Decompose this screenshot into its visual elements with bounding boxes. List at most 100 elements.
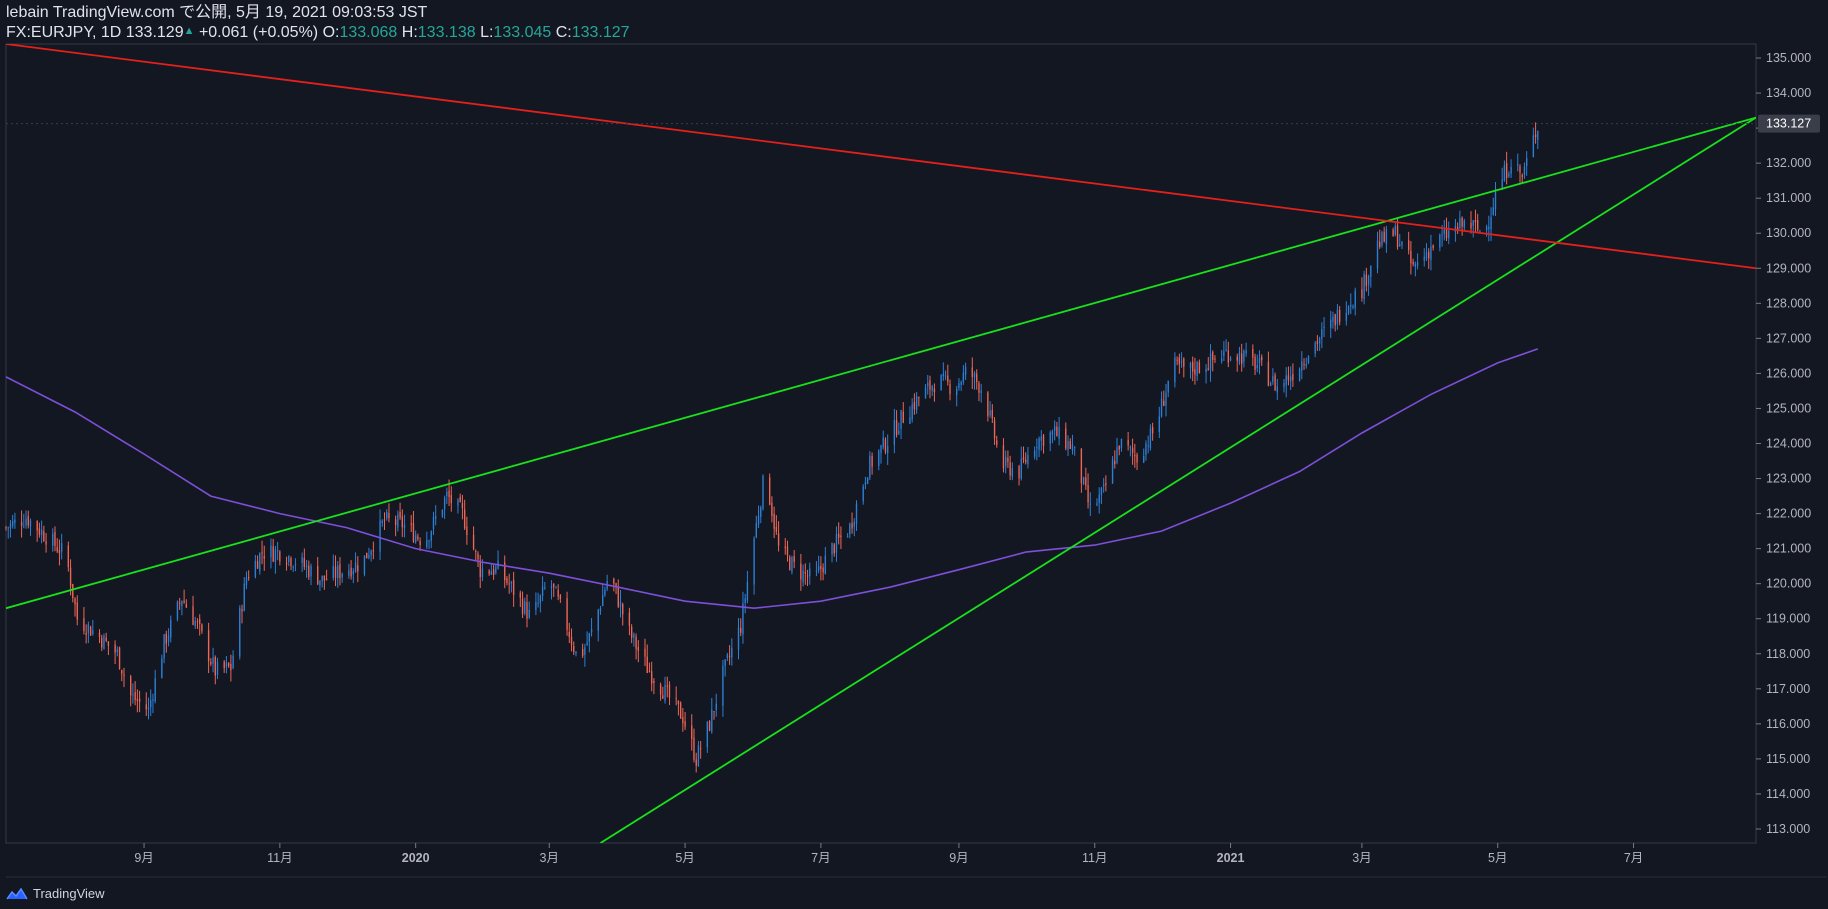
candle-body [1111, 459, 1114, 484]
candle-body [76, 602, 78, 620]
candle-body [401, 516, 404, 528]
x-tick-label: 2020 [402, 851, 430, 865]
candle-body [1004, 456, 1007, 467]
candle-body [1534, 134, 1537, 138]
candle-body [646, 656, 648, 673]
candle-body [365, 552, 368, 559]
candle-body [846, 536, 849, 538]
candle-body [477, 553, 479, 560]
candle-body [1492, 207, 1494, 215]
candle-body [653, 681, 655, 683]
y-tick-label: 127.000 [1766, 331, 1811, 345]
candle-body [762, 475, 764, 509]
candle-body [310, 566, 312, 577]
candle-body [323, 575, 326, 581]
candle-body [602, 595, 604, 607]
candle-body [637, 647, 640, 651]
candle-body [1056, 426, 1058, 437]
candle-body [196, 621, 199, 623]
candle-body [225, 662, 228, 667]
candle-body [1323, 326, 1325, 328]
x-tick-label: 2021 [1217, 851, 1245, 865]
candle-body [662, 695, 664, 699]
candle-body [1011, 468, 1014, 477]
candle-body [1289, 376, 1292, 382]
candle-body [1267, 361, 1270, 386]
candle-body [339, 564, 341, 579]
trend-lines[interactable] [6, 44, 1756, 843]
candle-body [1276, 386, 1279, 393]
candle-body [1149, 428, 1152, 449]
candle-body [789, 557, 791, 570]
candle-body [1212, 351, 1214, 361]
candle-body [809, 568, 811, 576]
candle-body [216, 661, 219, 676]
candle-body [1363, 274, 1365, 300]
candle-body [942, 373, 945, 377]
candle-body [1283, 382, 1285, 388]
candle-body [1018, 466, 1020, 479]
candle-body [553, 583, 555, 587]
candle-body [185, 603, 188, 608]
trend-line-red [6, 44, 1756, 270]
candle-body [1165, 392, 1167, 406]
candle-body [1416, 262, 1419, 266]
candle-body [1272, 376, 1274, 382]
candle-body [459, 496, 461, 502]
candle-body [964, 366, 967, 375]
candle-body [276, 550, 279, 552]
candle-body [524, 601, 526, 614]
candle-body [650, 671, 653, 684]
time-axis[interactable]: 9月 11月 2020 3月 5月 7月 9月 11月 2021 3月 5月 7月 [134, 843, 1643, 865]
candle-body [1361, 289, 1363, 299]
symbol-label[interactable]: FX:EURJPY, 1D [6, 24, 122, 41]
candle-body [1096, 503, 1098, 506]
candle-body [145, 704, 147, 710]
candle-body [1414, 263, 1417, 267]
candle-body [92, 630, 94, 634]
candle-body [1488, 226, 1490, 230]
candle-body [918, 397, 920, 399]
candle-body [1428, 251, 1430, 259]
candle-body [573, 646, 575, 652]
candle-body [370, 550, 372, 556]
candle-body [619, 601, 622, 607]
candle-body [871, 456, 873, 467]
candle-body [1254, 356, 1256, 370]
candle-body [45, 541, 47, 545]
y-tick-label: 116.000 [1766, 717, 1810, 731]
candle-body [1505, 163, 1508, 179]
candle-body [1196, 361, 1198, 376]
tradingview-footer[interactable]: TradingView [6, 886, 105, 901]
candle-body [1490, 217, 1492, 230]
price-axis[interactable]: 113.000 114.000 115.000 116.000 117.000 118.0… [1756, 51, 1811, 836]
candle-body [247, 577, 250, 579]
candle-body [403, 524, 406, 529]
candle-body [1136, 454, 1138, 463]
candle-body [325, 579, 328, 581]
candle-body [178, 602, 181, 604]
moving-average-line [5, 348, 1539, 610]
candle-body [301, 556, 303, 564]
candle-body [472, 534, 475, 550]
candle-body [183, 600, 185, 603]
candle-body [214, 657, 216, 676]
candle-body [1209, 353, 1212, 370]
candle-body [617, 587, 619, 607]
candle-body [1399, 244, 1401, 247]
candle-body [931, 386, 933, 391]
candle-body [201, 624, 203, 632]
candle-body [1383, 231, 1385, 242]
candle-body [492, 569, 495, 575]
y-tick-label: 119.000 [1766, 612, 1810, 626]
candle-body [1051, 431, 1054, 435]
candle-body [165, 633, 167, 644]
candle-body [103, 635, 105, 650]
candle-body [1069, 441, 1071, 449]
candle-body [851, 523, 853, 529]
candle-body [399, 512, 401, 518]
candlestick-series [5, 122, 1539, 773]
candle-body [1158, 416, 1160, 433]
candle-body [1007, 457, 1009, 462]
